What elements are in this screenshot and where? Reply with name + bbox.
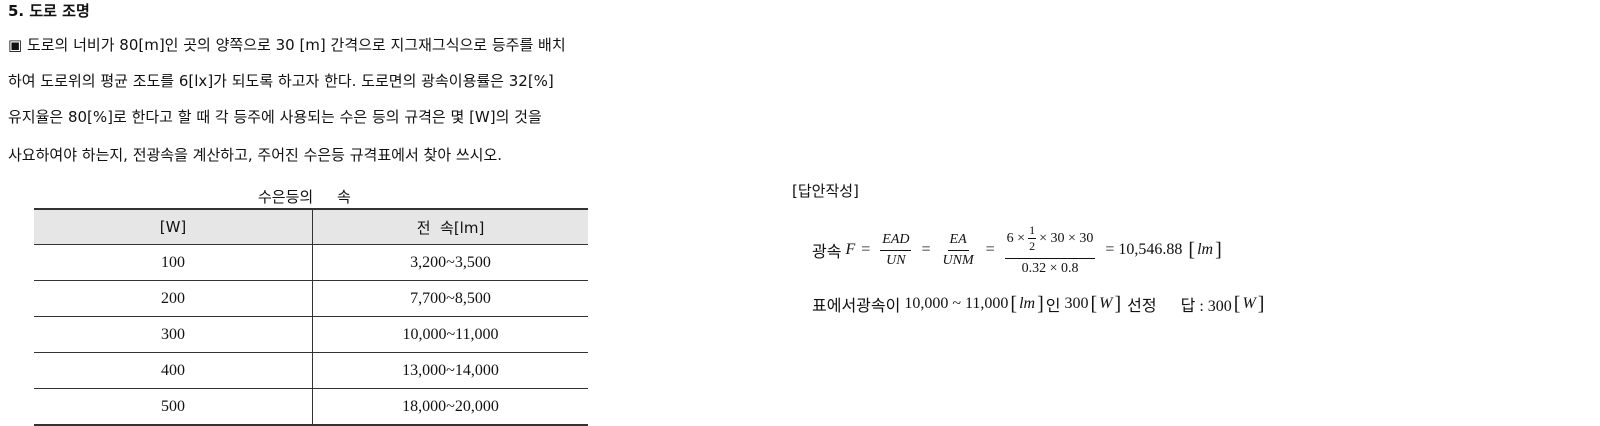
frac3-num-pre: 6 ×	[1006, 230, 1026, 246]
table-row: 500 18,000~20,000	[34, 388, 588, 426]
cell-flux: 13,000~14,000	[312, 352, 588, 389]
frac2-denominator: UNM	[942, 252, 974, 268]
eq-label: 광속	[812, 242, 842, 261]
flux-equation: 광속 F = EAD UN = EA UNM = 6 × 1 2 × 30 × …	[812, 223, 1222, 277]
table-row: 100 3,200~3,500	[34, 244, 588, 281]
frac2-numerator: EA	[947, 232, 969, 251]
sel-unit-w: W	[1099, 295, 1113, 312]
eq-f-symbol: F	[845, 241, 856, 258]
fraction-ead-un: EAD UN	[880, 232, 912, 269]
answer-unit: W	[1242, 295, 1256, 312]
table-row: 200 7,700~8,500	[34, 280, 588, 317]
table-row: 300 10,000~11,000	[34, 316, 588, 353]
cell-watt: 400	[34, 352, 313, 389]
eq-result: = 10,546.88	[1105, 241, 1183, 258]
answer-label: 답 : 300	[1180, 298, 1232, 315]
sel-text-2: 인	[1045, 296, 1061, 315]
half-fraction: 1 2	[1028, 223, 1037, 254]
fraction-ea-unm: EA UNM	[941, 232, 976, 269]
frac1-denominator: UN	[886, 252, 906, 268]
sel-watt: 300	[1064, 295, 1089, 312]
sel-range: 10,000 ~ 11,000	[904, 295, 1009, 312]
table-row: 400 13,000~14,000	[34, 352, 588, 389]
frac1-numerator: EAD	[880, 232, 912, 251]
selection-line: 표에서광속이 10,000 ~ 11,000 [ lm ] 인 300 [ W …	[812, 292, 1265, 316]
sel-text-1: 표에서광속이	[812, 296, 901, 315]
question-title: 5. 도로 조명	[8, 2, 90, 20]
eq-sign-2: =	[921, 241, 931, 258]
question-line-4: 사요하여야 하는지, 전광속을 계산하고, 주어진 수은등 규격표에서 찾아 쓰…	[8, 146, 503, 164]
cell-watt: 300	[34, 316, 313, 353]
frac3-numerator: 6 × 1 2 × 30 × 30	[1004, 223, 1096, 259]
cell-watt: 500	[34, 388, 313, 426]
cell-flux: 10,000~11,000	[312, 316, 588, 353]
half-denominator: 2	[1029, 239, 1036, 253]
mercury-lamp-table: [W] 전 속[lm] 100 3,200~3,500 200 7,700~8,…	[34, 208, 588, 426]
table-header-row: [W] 전 속[lm]	[34, 208, 588, 245]
table-caption: 수은등의 속	[258, 188, 351, 206]
question-line-3: 유지율은 80[%]로 한다고 할 때 각 등주에 사용되는 수은 등의 규격은…	[8, 108, 542, 126]
question-line-2: 하여 도로위의 평균 조도를 6[lx]가 되도록 하고자 한다. 도로면의 광…	[8, 72, 554, 90]
frac3-denominator: 0.32 × 0.8	[1021, 261, 1079, 276]
sel-text-3: 선정	[1127, 296, 1157, 315]
header-watt: [W]	[34, 208, 313, 245]
cell-watt: 200	[34, 280, 313, 317]
eq-sign-1: =	[861, 241, 871, 258]
sel-unit-lm: lm	[1019, 295, 1036, 312]
question-line-1: ▣ 도로의 너비가 80[m]인 곳의 양쪽으로 30 [m] 간격으로 지그재…	[8, 36, 566, 54]
half-numerator: 1	[1028, 223, 1037, 239]
eq-sign-3: =	[985, 241, 995, 258]
eq-unit: lm	[1197, 241, 1214, 258]
cell-watt: 100	[34, 244, 313, 281]
cell-flux: 7,700~8,500	[312, 280, 588, 317]
cell-flux: 18,000~20,000	[312, 388, 588, 426]
frac3-num-post: × 30 × 30	[1039, 230, 1094, 246]
cell-flux: 3,200~3,500	[312, 244, 588, 281]
header-flux: 전 속[lm]	[312, 208, 588, 245]
fraction-numeric: 6 × 1 2 × 30 × 30 0.32 × 0.8	[1004, 223, 1096, 277]
answer-heading: [답안작성]	[792, 182, 859, 200]
